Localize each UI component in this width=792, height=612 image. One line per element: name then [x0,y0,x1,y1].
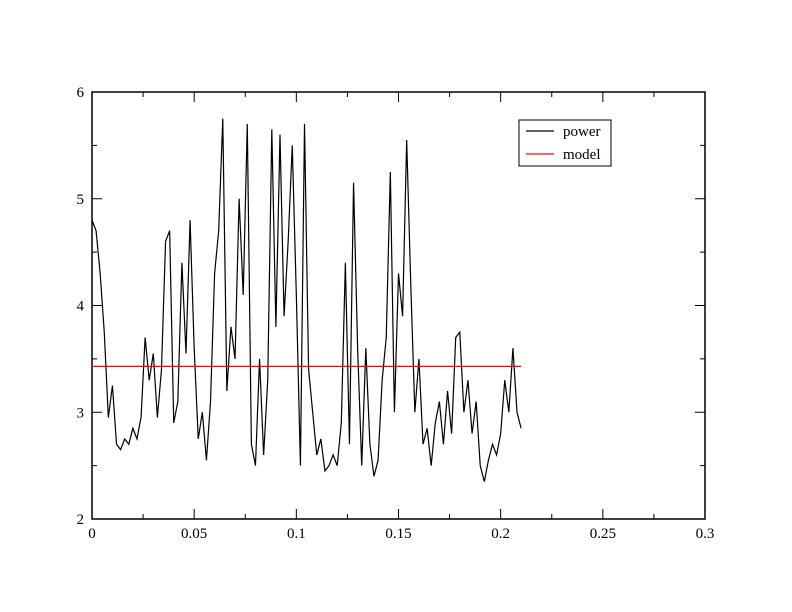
x-tick-label: 0.3 [696,526,715,542]
y-tick-label: 5 [77,192,85,208]
series-line [91,118,522,482]
legend-label: power [563,124,601,140]
x-tick-label: 0 [88,526,96,542]
x-tick-label: 0.25 [590,526,616,542]
legend-label: model [563,147,601,163]
y-tick-label: 6 [77,85,85,101]
x-tick-label: 0.1 [287,526,306,542]
y-tick-label: 4 [77,299,85,315]
y-tick-label: 3 [77,405,85,421]
legend-box [518,119,612,167]
x-tick-label: 0.05 [181,526,207,542]
x-tick-label: 0.15 [385,526,411,542]
x-tick-label: 0.2 [491,526,510,542]
y-tick-label: 2 [77,512,85,528]
